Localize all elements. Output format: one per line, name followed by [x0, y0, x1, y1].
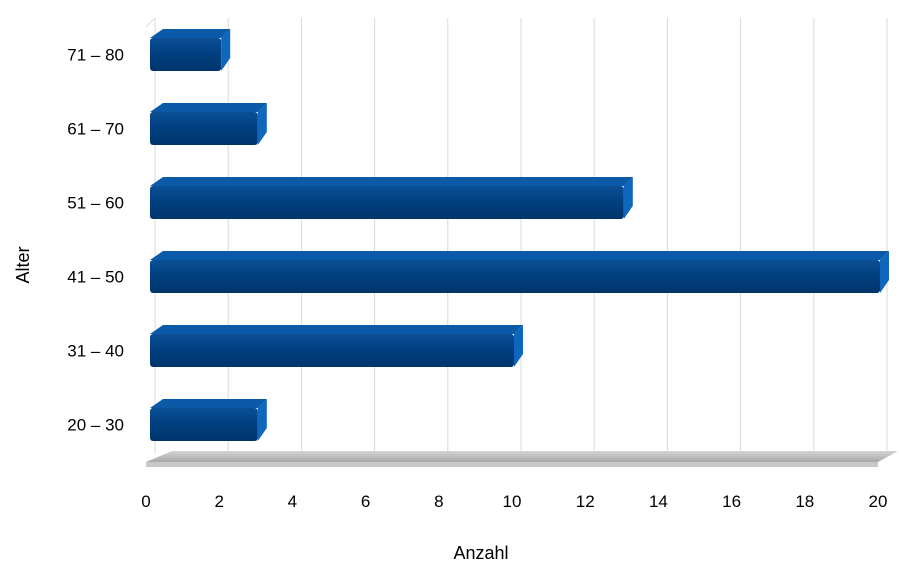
- bar-front-face: [150, 260, 880, 293]
- y-tick-label: 41 – 50: [67, 268, 124, 287]
- floor-top: [146, 451, 898, 462]
- x-tick-label: 6: [361, 492, 370, 511]
- bar-top-face: [150, 399, 267, 408]
- bar-side-face: [257, 103, 267, 145]
- x-tick-label: 14: [649, 492, 668, 511]
- y-tick-label: 71 – 80: [67, 46, 124, 65]
- bar-6: [150, 29, 231, 71]
- bar-2: [150, 325, 523, 367]
- y-tick-label: 61 – 70: [67, 120, 124, 139]
- bar-1: [150, 399, 267, 441]
- bar-top-face: [150, 177, 633, 186]
- chart-floor: [146, 451, 898, 467]
- bar-3: [150, 251, 889, 293]
- bar-side-face: [257, 399, 267, 441]
- bar-side-face: [880, 251, 889, 293]
- y-tick-label: 51 – 60: [67, 194, 124, 213]
- bar-front-face: [150, 38, 222, 71]
- bar-front-face: [150, 408, 258, 441]
- x-tick-label: 16: [722, 492, 741, 511]
- bar-front-face: [150, 186, 624, 219]
- bar-top-face: [150, 325, 523, 334]
- bar-side-face: [221, 29, 231, 71]
- x-tick-label: 8: [434, 492, 443, 511]
- bar-side-face: [514, 325, 523, 367]
- floor-front: [146, 462, 878, 467]
- bar-side-face: [623, 177, 633, 219]
- wall-edge: [145, 17, 156, 28]
- y-tick-label: 31 – 40: [67, 342, 124, 361]
- x-tick-label: 0: [141, 492, 150, 511]
- x-axis-title: Anzahl: [453, 543, 508, 563]
- bar-top-face: [150, 251, 889, 260]
- x-tick-label: 12: [576, 492, 595, 511]
- y-tick-labels: 20 – 30 31 – 40 41 – 50 51 – 60 61 – 70 71 – …: [67, 46, 124, 435]
- x-tick-label: 10: [503, 492, 522, 511]
- y-axis-title: Alter: [13, 246, 33, 283]
- bar-4: [150, 177, 633, 219]
- bars-group: [150, 29, 889, 441]
- y-tick-label: 20 – 30: [67, 416, 124, 435]
- grid-lines: [145, 17, 888, 453]
- bar-front-face: [150, 112, 258, 145]
- bar-front-face: [150, 334, 514, 367]
- bar-5: [150, 103, 267, 145]
- x-tick-label: 18: [795, 492, 814, 511]
- bar-top-face: [150, 103, 267, 112]
- x-tick-label: 2: [214, 492, 223, 511]
- x-tick-label: 20: [869, 492, 888, 511]
- bar-top-face: [150, 29, 231, 38]
- x-tick-labels: 0 2 4 6 8 10 12 14 16 18 20: [141, 492, 887, 511]
- x-tick-label: 4: [288, 492, 297, 511]
